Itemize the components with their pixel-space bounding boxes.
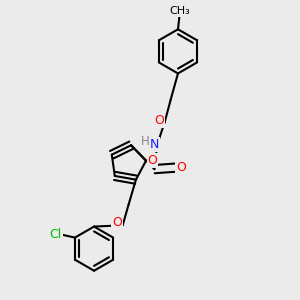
Text: CH₃: CH₃ bbox=[169, 6, 190, 16]
Text: O: O bbox=[176, 161, 186, 174]
Text: H: H bbox=[141, 135, 149, 148]
Text: O: O bbox=[154, 114, 164, 127]
Text: O: O bbox=[148, 154, 158, 167]
Text: Cl: Cl bbox=[50, 228, 62, 241]
Text: N: N bbox=[150, 138, 159, 151]
Text: O: O bbox=[112, 216, 122, 230]
